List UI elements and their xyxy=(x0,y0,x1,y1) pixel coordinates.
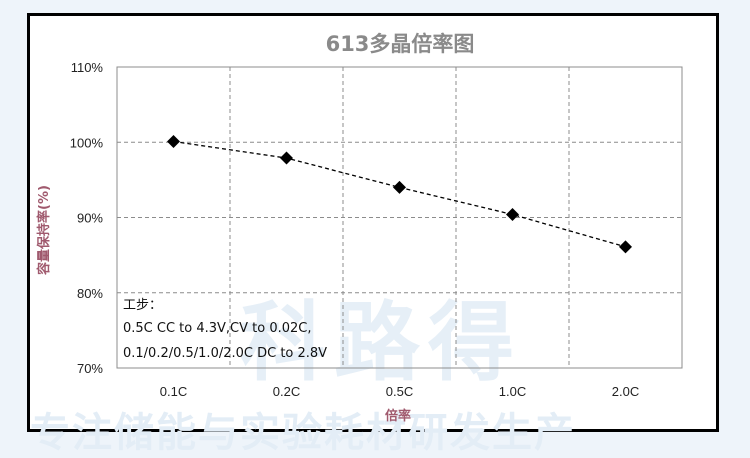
x-tick-label: 2.0C xyxy=(612,384,639,399)
x-tick-label: 0.5C xyxy=(386,384,413,399)
data-point-marker xyxy=(506,207,519,221)
note-heading: 工步： xyxy=(123,298,163,313)
y-axis-ticks: 70% 80% 90% 100% 110% xyxy=(70,60,104,376)
note-discharge: 0.1/0.2/0.5/1.0/2.0C DC to 2.8V xyxy=(123,346,328,361)
watermark-logo-text: 科路得 xyxy=(240,293,522,393)
x-axis-ticks: 0.1C 0.2C 0.5C 1.0C 2.0C xyxy=(160,384,639,399)
x-tick-label: 0.2C xyxy=(273,384,300,399)
series-line xyxy=(173,140,626,248)
y-axis-label: 容量保持率(%) xyxy=(36,185,52,276)
data-point-marker xyxy=(619,240,632,254)
data-point-marker xyxy=(167,134,180,148)
y-tick-label: 90% xyxy=(77,211,103,226)
series-markers xyxy=(167,134,632,254)
plot-area xyxy=(116,66,683,369)
watermark-slogan: 专注储能与实验耗材研发生产 xyxy=(30,410,576,456)
x-axis-label: 倍率 xyxy=(385,408,411,424)
x-tick-label: 1.0C xyxy=(499,384,526,399)
chart-title: 613多晶倍率图 xyxy=(326,32,475,56)
y-tick-label: 80% xyxy=(77,286,103,301)
y-tick-label: 70% xyxy=(77,361,103,376)
grid xyxy=(117,67,682,368)
note-charge: 0.5C CC to 4.3V,CV to 0.02C, xyxy=(123,321,312,336)
data-point-marker xyxy=(393,180,406,194)
chart-frame xyxy=(27,13,719,432)
data-point-marker xyxy=(280,151,293,165)
y-tick-label: 110% xyxy=(71,60,104,75)
x-tick-label: 0.1C xyxy=(160,384,187,399)
y-tick-label: 100% xyxy=(70,135,104,150)
